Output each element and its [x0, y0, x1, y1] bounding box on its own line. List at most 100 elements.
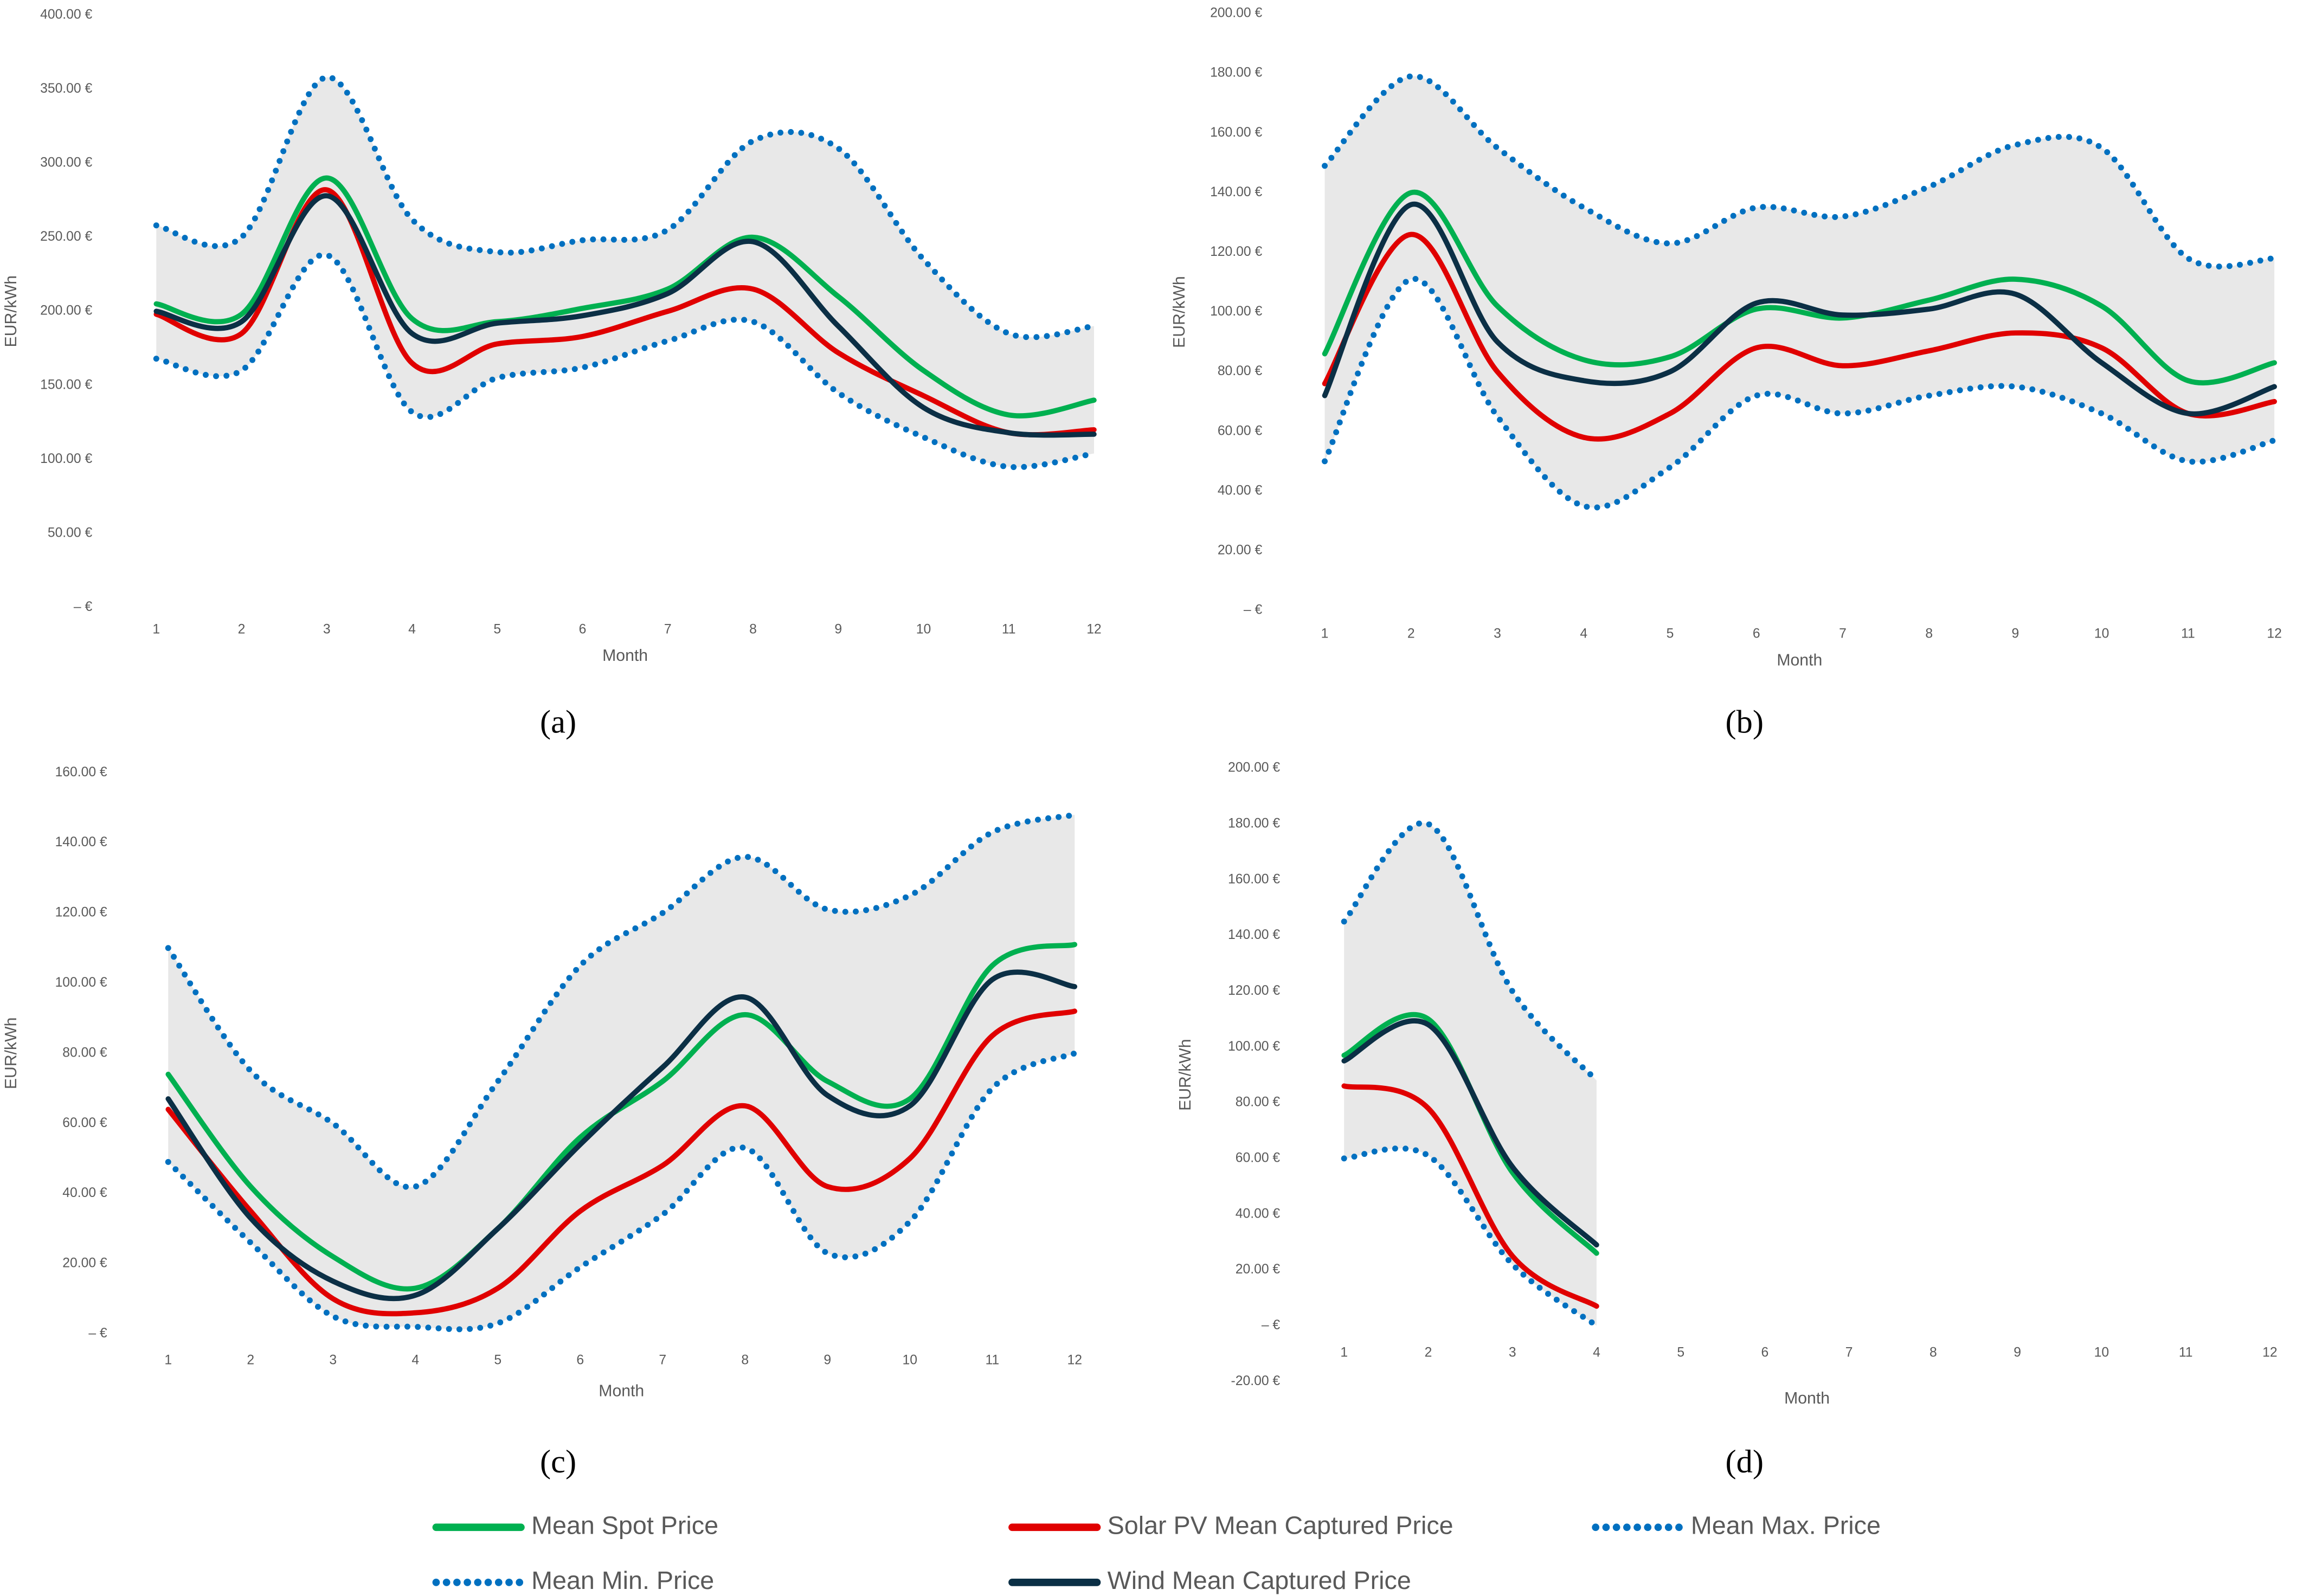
y-tick-label: 140.00 €	[55, 835, 107, 850]
y-tick-label: 180.00 €	[1228, 816, 1280, 831]
x-tick-label: 11	[1002, 622, 1016, 636]
y-tick-label: 40.00 €	[1236, 1206, 1281, 1221]
x-tick-label: 4	[1580, 627, 1587, 641]
series-line	[153, 193, 1097, 438]
y-tick-label: 300.00 €	[40, 156, 92, 170]
y-tick-label: 80.00 €	[62, 1045, 107, 1060]
y-tick-label: 40.00 €	[62, 1186, 107, 1200]
y-tick-label: 120.00 €	[1228, 983, 1280, 998]
y-tick-label: 400.00 €	[40, 7, 92, 22]
x-tick-label: 10	[903, 1353, 917, 1367]
x-tick-label: 9	[2012, 627, 2019, 641]
x-tick-label: 7	[659, 1353, 666, 1367]
x-tick-label: 3	[329, 1353, 337, 1367]
y-tick-label: – €	[1262, 1318, 1281, 1333]
y-axis-label: EUR/kWh	[2, 275, 20, 347]
y-tick-label: 60.00 €	[1218, 423, 1263, 438]
x-tick-label: 12	[2262, 1346, 2277, 1360]
x-axis-label: Month	[599, 1382, 644, 1400]
subtitle: (c)	[540, 1444, 576, 1480]
legend-label: Mean Spot Price	[531, 1511, 718, 1540]
x-tick-label: 2	[247, 1353, 254, 1367]
x-axis-label: Month	[1784, 1389, 1830, 1407]
x-tick-label: 1	[152, 622, 160, 636]
y-tick-label: 60.00 €	[62, 1116, 107, 1130]
series-line	[165, 969, 1078, 1302]
y-tick-label: 350.00 €	[40, 81, 92, 96]
series-line	[1322, 276, 2278, 511]
x-tick-label: 12	[1086, 622, 1101, 636]
series-line	[1322, 201, 2277, 417]
x-tick-label: 9	[834, 622, 842, 636]
legend-label: Mean Max. Price	[1691, 1511, 1881, 1540]
x-tick-label: 7	[1839, 627, 1847, 641]
subtitle: (b)	[1726, 704, 1764, 740]
series-line	[153, 252, 1097, 471]
y-tick-label: 150.00 €	[40, 377, 92, 392]
y-tick-label: 120.00 €	[1210, 244, 1262, 259]
x-axis-label: Month	[1777, 651, 1822, 669]
price-band	[168, 814, 1075, 1329]
x-tick-label: 5	[493, 622, 501, 636]
x-tick-label: 5	[1667, 627, 1674, 641]
y-tick-label: -20.00 €	[1231, 1374, 1281, 1388]
legend-label: Wind Mean Captured Price	[1108, 1566, 1411, 1594]
y-tick-label: 60.00 €	[1236, 1150, 1281, 1165]
x-tick-label: 6	[1761, 1346, 1769, 1360]
x-tick-label: 10	[2094, 627, 2109, 641]
series-line	[153, 175, 1097, 419]
y-tick-label: 180.00 €	[1210, 66, 1262, 80]
x-tick-label: 8	[749, 622, 757, 636]
x-tick-label: 4	[408, 622, 416, 636]
y-tick-label: 120.00 €	[55, 905, 107, 920]
y-tick-label: – €	[74, 600, 93, 614]
x-tick-label: 6	[579, 622, 587, 636]
x-tick-label: 8	[741, 1353, 749, 1367]
y-axis-label: EUR/kWh	[1170, 276, 1188, 347]
legend-label: Solar PV Mean Captured Price	[1108, 1511, 1453, 1540]
y-tick-label: 200.00 €	[40, 304, 92, 318]
x-tick-label: 11	[985, 1353, 999, 1367]
y-tick-label: 80.00 €	[1236, 1095, 1281, 1110]
x-tick-label: 2	[1425, 1346, 1432, 1360]
x-tick-label: 3	[1494, 627, 1501, 641]
y-tick-label: 250.00 €	[40, 229, 92, 244]
series-line	[1322, 189, 2277, 385]
series-line	[1322, 231, 2277, 442]
y-tick-label: 100.00 €	[1210, 304, 1262, 319]
y-tick-label: 200.00 €	[1210, 6, 1262, 21]
x-tick-label: 1	[1321, 627, 1329, 641]
x-tick-label: 6	[576, 1353, 584, 1367]
x-tick-label: 4	[1593, 1346, 1600, 1360]
x-tick-label: 4	[411, 1353, 419, 1367]
y-axis-label: EUR/kWh	[1176, 1039, 1194, 1111]
x-tick-label: 10	[2094, 1346, 2109, 1360]
y-axis-label: EUR/kWh	[2, 1018, 20, 1090]
y-tick-label: 100.00 €	[40, 452, 92, 466]
y-tick-label: 140.00 €	[1228, 928, 1280, 942]
subtitle: (d)	[1726, 1444, 1764, 1480]
x-axis-label: Month	[602, 647, 648, 665]
x-tick-label: 5	[1677, 1346, 1684, 1360]
series-line	[1341, 1083, 1599, 1309]
x-tick-label: 1	[1340, 1346, 1348, 1360]
x-tick-label: 2	[1407, 627, 1415, 641]
x-tick-label: 9	[2014, 1346, 2021, 1360]
x-tick-label: 11	[2179, 1346, 2193, 1360]
x-tick-label: 3	[323, 622, 331, 636]
y-tick-label: 160.00 €	[55, 765, 107, 780]
x-tick-label: 5	[494, 1353, 501, 1367]
x-tick-label: 12	[2267, 627, 2281, 641]
x-tick-label: 9	[824, 1353, 831, 1367]
y-tick-label: 160.00 €	[1228, 872, 1280, 886]
subtitle: (a)	[540, 704, 576, 740]
x-tick-label: 3	[1509, 1346, 1516, 1360]
series-line	[1322, 73, 2278, 270]
price-band	[1324, 76, 2275, 508]
y-tick-label: 20.00 €	[1236, 1262, 1281, 1277]
y-tick-label: – €	[1244, 603, 1263, 617]
series-line	[1341, 1018, 1599, 1248]
y-tick-label: 160.00 €	[1210, 125, 1262, 140]
y-tick-label: 200.00 €	[1228, 761, 1280, 775]
y-tick-label: 80.00 €	[1218, 364, 1263, 378]
